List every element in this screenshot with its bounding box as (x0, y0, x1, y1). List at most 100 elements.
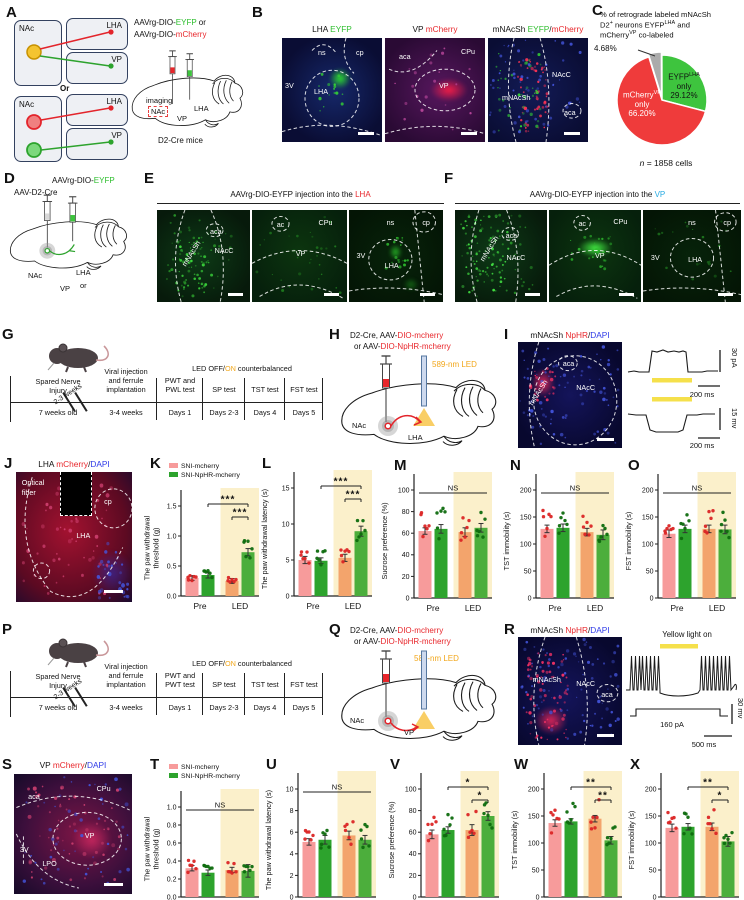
optical-fiber-track (60, 472, 93, 516)
svg-text:0: 0 (528, 595, 532, 602)
pie-leader-line (637, 49, 656, 57)
region-label: 3V (19, 845, 29, 854)
svg-text:50: 50 (646, 568, 654, 575)
region-label: aca (505, 231, 518, 241)
scale-bar (358, 131, 374, 135)
timeline-line (156, 378, 158, 420)
pie-gray-pct: 4.68% (594, 44, 617, 53)
timeline-text: SP test (212, 680, 236, 689)
svg-text:1.0: 1.0 (167, 533, 177, 540)
pie-red-label: mCherryVP only 66.20% (622, 90, 661, 119)
pie-panel: % of retrograde labeled mNAcSh D2+ neuro… (588, 10, 744, 172)
timeline-line (244, 378, 246, 420)
chart-N: 0 50 100 150 200 TST immobility (s) Pre LED NS (502, 472, 614, 613)
led-counterbalanced-label: LED OFF/ON counterbalanced (192, 659, 292, 668)
micrograph-title: mNAcSh NpHR/DAPI (530, 625, 610, 635)
svg-text:*: * (718, 791, 723, 802)
panel-label-e: E (144, 170, 155, 187)
scale-bar (324, 292, 340, 296)
svg-text:0: 0 (286, 593, 290, 600)
or-label: Or (60, 84, 70, 93)
box-label: LHA (106, 97, 122, 106)
svg-text:2: 2 (290, 873, 294, 880)
svg-text:200: 200 (645, 786, 657, 793)
timeline-line (202, 673, 204, 715)
virus-label-q1: D2-Cre, AAV-DIO-mcherry (350, 626, 444, 635)
panel-label-g: G (2, 326, 14, 343)
region-label: mNAcSh (532, 674, 561, 684)
region-label: aca (28, 792, 40, 802)
panel-label-t: T (150, 756, 160, 773)
svg-text:200: 200 (520, 487, 532, 494)
panel-label-q: Q (329, 621, 341, 638)
svg-text:Pre: Pre (670, 603, 683, 613)
svg-text:NS: NS (215, 801, 225, 810)
panel-label-c: C (592, 2, 603, 19)
mouse-icon (47, 343, 109, 373)
svg-text:LED: LED (709, 603, 725, 613)
svg-text:80: 80 (402, 509, 410, 516)
mouse-icon (47, 638, 109, 668)
svg-text:NS: NS (448, 484, 458, 493)
led-fiber-icon (413, 355, 435, 426)
fluorescence-blob (386, 242, 404, 263)
scale-160pa: 160 pA (660, 720, 684, 729)
svg-text:100: 100 (528, 840, 540, 847)
region-label: fiber (21, 487, 36, 497)
box-vp-1: VP (66, 52, 128, 84)
micrograph-title: LHA EYFP (312, 24, 352, 34)
svg-text:The paw withdrawal latency (s): The paw withdrawal latency (s) (260, 489, 269, 589)
pie-title-3: mCherryVP co-labeled (600, 30, 674, 40)
fluorescence-blob (326, 65, 354, 93)
svg-text:0.2: 0.2 (167, 876, 177, 883)
micrograph-e2: ac CPu VP (252, 210, 347, 302)
svg-text:0.5: 0.5 (167, 563, 177, 570)
panel-label-r: R (504, 621, 515, 638)
svg-text:150: 150 (520, 514, 532, 521)
svg-text:**: ** (598, 791, 608, 802)
svg-text:60: 60 (409, 830, 417, 837)
svg-text:100: 100 (405, 786, 417, 793)
panel-label-p: P (2, 621, 13, 638)
panel-label-s: S (2, 756, 13, 773)
fluorescence-blob (572, 235, 618, 260)
svg-text:The paw withdrawal latency (s): The paw withdrawal latency (s) (264, 790, 273, 890)
svg-text:0.0: 0.0 (167, 894, 177, 900)
region-label: VP (595, 251, 605, 261)
region-label: cp (723, 218, 731, 228)
region-label: NAcC (214, 245, 234, 255)
timeline-text: FST test (290, 680, 318, 689)
region-label: CPu (613, 217, 628, 227)
panel-label-o: O (628, 457, 640, 474)
virus-label-h2: or AAV-DIO-NpHR-mcherry (354, 342, 451, 351)
timeline-line (322, 378, 324, 420)
timeline-text: Days 4 (253, 408, 277, 417)
region-label: VP (295, 249, 306, 259)
lha-label: LHA (194, 104, 209, 113)
region-label: VP (84, 830, 95, 840)
scale-bar (597, 734, 614, 738)
region-label: LHA (384, 260, 399, 270)
region-label: mNAcSh (502, 93, 531, 103)
nac-dashed-label: NAc (148, 106, 169, 117)
fluorescence-blob (67, 816, 117, 864)
svg-text:8: 8 (290, 808, 294, 815)
svg-text:Sucrose preference (%): Sucrose preference (%) (387, 801, 396, 878)
panel-label-a: A (6, 4, 17, 21)
svg-text:0: 0 (536, 894, 540, 900)
region-label: 3V (650, 253, 660, 263)
yellow-light-bar (652, 397, 692, 402)
timeline-text: Spared Nerve (35, 377, 81, 386)
header-f: AAVrg-DIO-EYFP injection into the VP (529, 190, 666, 199)
brain-schematic-q (341, 650, 497, 741)
timeline-text: Days 5 (292, 408, 316, 417)
syringe-icon (380, 355, 392, 422)
timeline-line (156, 673, 158, 715)
timeline-line (284, 673, 286, 715)
region-label: cp (356, 48, 364, 58)
timeline-text: FST test (290, 385, 318, 394)
yellow-light-label: Yellow light on (662, 630, 712, 639)
region-label: 3V (285, 80, 294, 90)
svg-text:*: * (478, 791, 483, 802)
